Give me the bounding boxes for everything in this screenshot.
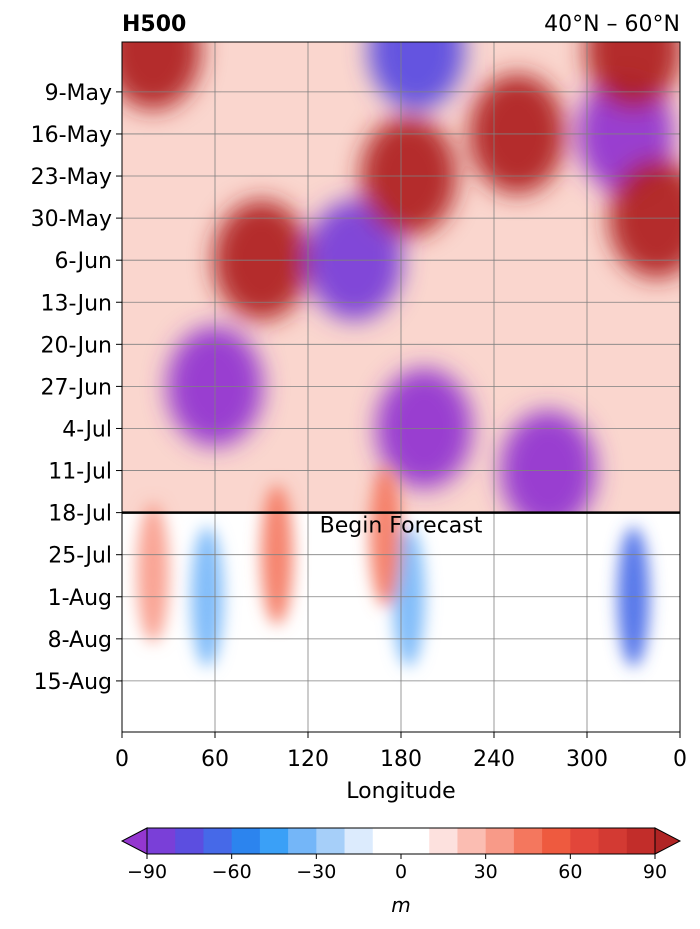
y-tick-label: 13-Jun	[40, 291, 112, 316]
x-tick-label: 180	[380, 747, 422, 772]
y-tick-label: 18-Jul	[48, 502, 112, 527]
title-right: 40°N – 60°N	[544, 12, 680, 37]
x-tick-label: 0	[115, 747, 129, 772]
colorbar-segment	[542, 828, 571, 854]
colorbar: −90 −60 −30 0 30 60 90	[120, 827, 682, 883]
y-tick-label: 11-Jul	[48, 460, 112, 485]
colorbar-segment	[457, 828, 487, 854]
y-tick-label: 4-Jul	[62, 417, 112, 442]
analysis-blob	[368, 42, 465, 110]
colorbar-segment	[316, 828, 346, 854]
analysis-blob	[585, 42, 680, 110]
title-left: H500	[122, 12, 186, 37]
colorbar-segment	[231, 828, 261, 854]
y-tick-label: 27-Jun	[40, 375, 112, 400]
colorbar-tick-label: 60	[558, 861, 582, 883]
colorbar-tick-label: −90	[127, 861, 167, 883]
colorbar-extend-low	[120, 827, 148, 855]
y-axis: 9-May 16-May 23-May 30-May 6-Jun 13-Jun 20-Jun…	[31, 81, 122, 695]
x-tick-label: 240	[473, 747, 515, 772]
forecast-blob	[137, 502, 169, 643]
colorbar-tick-label: 30	[474, 861, 498, 883]
colorbar-segment	[147, 828, 176, 854]
plot-area	[122, 42, 680, 732]
x-tick-label: 60	[201, 747, 229, 772]
y-tick-label: 15-Aug	[34, 670, 112, 695]
colorbar-segment	[598, 828, 628, 854]
colorbar-label: m	[391, 893, 410, 917]
colorbar-segment	[429, 828, 458, 854]
x-axis-label: Longitude	[346, 779, 455, 804]
y-tick-label: 30-May	[31, 207, 112, 232]
x-tick-label: 0	[673, 747, 687, 772]
analysis-field	[122, 42, 680, 531]
y-tick-label: 1-Aug	[48, 586, 112, 611]
colorbar-segment	[626, 828, 656, 854]
y-tick-label: 25-Jul	[48, 544, 112, 569]
forecast-blob	[369, 466, 402, 607]
colorbar-segment	[203, 828, 233, 854]
x-tick-label: 300	[566, 747, 608, 772]
colorbar-segment	[175, 828, 204, 854]
y-tick-label: 23-May	[31, 165, 112, 190]
y-tick-label: 6-Jun	[54, 249, 112, 274]
colorbar-segment	[259, 828, 289, 854]
y-tick-label: 16-May	[31, 123, 112, 148]
colorbar-tick-label: −30	[296, 861, 336, 883]
colorbar-extend-high	[654, 827, 682, 855]
x-axis: 0 60 120 180 240 300 0	[115, 732, 687, 772]
colorbar-tick-label: −60	[212, 861, 252, 883]
colorbar-segment	[344, 828, 374, 854]
colorbar-segment	[570, 828, 600, 854]
colorbar-tick-label: 0	[395, 861, 407, 883]
x-tick-label: 120	[287, 747, 329, 772]
y-tick-label: 20-Jun	[40, 333, 112, 358]
analysis-blob	[122, 42, 201, 110]
forecast-label: Begin Forecast	[320, 514, 483, 539]
y-tick-label: 9-May	[45, 81, 112, 106]
colorbar-segment	[513, 828, 543, 854]
colorbar-segment	[288, 828, 317, 854]
colorbar-segment	[485, 828, 515, 854]
colorbar-tick-label: 90	[643, 861, 667, 883]
y-tick-label: 8-Aug	[48, 628, 112, 653]
analysis-blobs	[122, 42, 680, 531]
colorbar-segment	[372, 828, 430, 854]
grid	[122, 42, 680, 732]
